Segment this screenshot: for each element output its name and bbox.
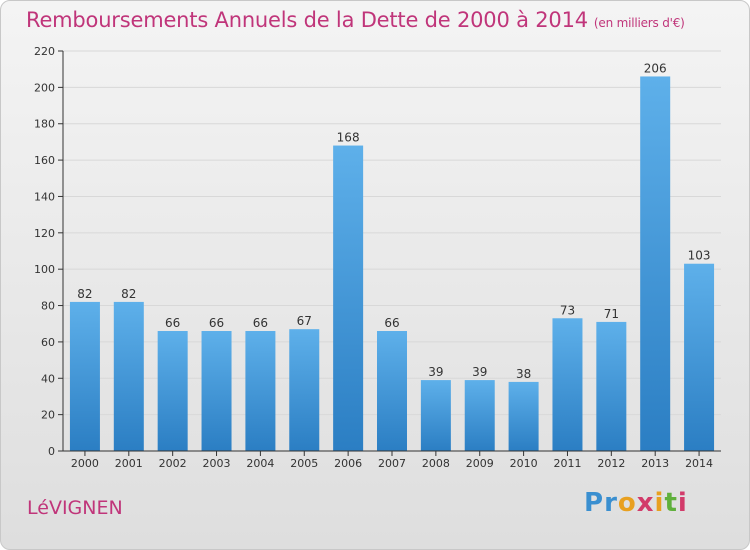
y-tick-label: 120 — [34, 227, 55, 240]
data-label: 38 — [516, 367, 531, 381]
x-tick-label: 2011 — [553, 457, 581, 470]
proxiti-logo: Proxiti — [584, 488, 688, 518]
chart-title: Remboursements Annuels de la Dette de 20… — [26, 8, 685, 32]
x-tick-label: 2001 — [115, 457, 143, 470]
bar-2011 — [552, 318, 583, 451]
x-tick-label: 2004 — [246, 457, 274, 470]
y-tick-label: 0 — [48, 445, 55, 458]
y-tick-label: 40 — [41, 372, 55, 385]
data-label: 168 — [337, 131, 360, 145]
data-label: 71 — [604, 307, 619, 321]
data-label: 82 — [77, 287, 92, 301]
y-tick-label: 140 — [34, 190, 55, 203]
x-tick-label: 2009 — [466, 457, 494, 470]
bar-2000 — [69, 301, 100, 451]
bar-2014 — [684, 263, 715, 451]
data-label: 66 — [165, 316, 180, 330]
x-tick-label: 2007 — [378, 457, 406, 470]
x-tick-label: 2013 — [641, 457, 669, 470]
bar-2002 — [157, 331, 188, 451]
data-label: 103 — [688, 249, 711, 263]
data-label: 73 — [560, 303, 575, 317]
labels: 0 20 40 60 80 100 120 140 160 180 200 220 82 2000 82 20… — [34, 45, 713, 470]
bar-2005 — [289, 329, 320, 451]
bar-2001 — [113, 301, 144, 451]
bar-2009 — [464, 380, 495, 451]
y-tick-label: 220 — [34, 45, 55, 58]
x-tick-label: 2012 — [597, 457, 625, 470]
bar-2010 — [508, 381, 539, 451]
x-tick-label: 2010 — [510, 457, 538, 470]
y-tick-label: 20 — [41, 409, 55, 422]
y-tick-label: 200 — [34, 81, 55, 94]
x-tick-label: 2002 — [159, 457, 187, 470]
x-tick-label: 2014 — [685, 457, 713, 470]
data-label: 66 — [209, 316, 224, 330]
data-label: 66 — [384, 316, 399, 330]
y-tick-label: 180 — [34, 118, 55, 131]
data-label: 206 — [644, 61, 667, 75]
y-tick-label: 100 — [34, 263, 55, 276]
x-tick-label: 2008 — [422, 457, 450, 470]
y-tick-label: 160 — [34, 154, 55, 167]
x-tick-label: 2003 — [203, 457, 231, 470]
bar-2008 — [420, 380, 451, 451]
axes — [58, 50, 721, 456]
data-label: 67 — [297, 314, 312, 328]
bars — [69, 76, 715, 452]
bar-2013 — [640, 76, 671, 452]
title-unit: (en milliers d'€) — [593, 16, 685, 30]
bar-2006 — [333, 145, 364, 451]
x-tick-label: 2005 — [290, 457, 318, 470]
data-label: 66 — [253, 316, 268, 330]
x-tick-label: 2006 — [334, 457, 362, 470]
commune-name: LéVIGNEN — [27, 497, 123, 519]
data-label: 82 — [121, 287, 136, 301]
title-text: Remboursements Annuels de la Dette de 20… — [26, 8, 588, 32]
data-label: 39 — [472, 365, 487, 379]
y-tick-label: 80 — [41, 300, 55, 313]
bar-2012 — [596, 321, 627, 451]
bar-2003 — [201, 331, 232, 451]
bar-2004 — [245, 331, 276, 451]
data-label: 39 — [428, 365, 443, 379]
x-tick-label: 2000 — [71, 457, 99, 470]
y-tick-label: 60 — [41, 336, 55, 349]
bar-2007 — [377, 331, 407, 451]
